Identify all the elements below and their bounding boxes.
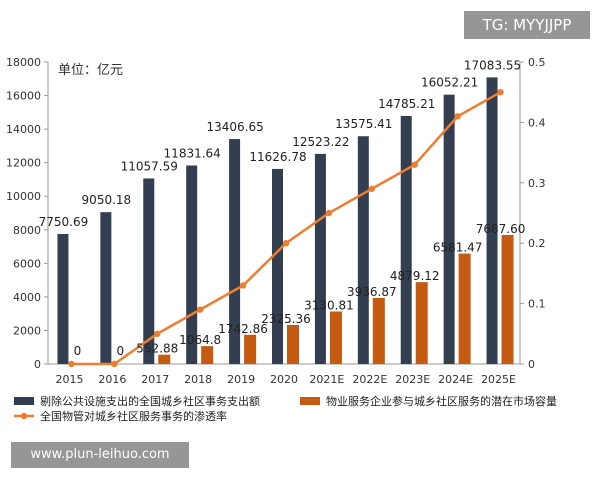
y-right-tick-label: 0.1	[528, 298, 546, 311]
legend-label-expenditure: 剔除公共设施支出的全国城乡社区事务支出额	[40, 394, 260, 408]
penetration-point	[111, 360, 118, 368]
market-data-label: 2325.36	[261, 312, 311, 326]
expenditure-data-label: 9050.18	[82, 193, 132, 207]
market-data-label: 1064.8	[179, 333, 221, 347]
x-tick-label: 2022E	[352, 373, 387, 386]
y-left-tick-label: 16000	[6, 90, 41, 103]
bar-market	[372, 297, 385, 364]
market-data-label: 4879.12	[390, 269, 440, 283]
y-left-tick-label: 18000	[6, 56, 41, 69]
penetration-point	[68, 360, 75, 368]
y-right-tick-label: 0.4	[528, 116, 546, 129]
penetration-point	[325, 209, 333, 217]
x-tick-label: 2025E	[481, 373, 516, 386]
legend: 剔除公共设施支出的全国城乡社区事务支出额 物业服务企业参与城乡社区服务的潜在市场…	[14, 394, 557, 423]
x-tick-label: 2021E	[309, 373, 344, 386]
bar-market	[458, 253, 471, 364]
bar-market	[501, 235, 514, 364]
y-left-tick-label: 8000	[13, 224, 41, 237]
expenditure-data-label: 13406.65	[206, 120, 263, 134]
bar-expenditure	[229, 139, 241, 364]
bar-market	[158, 354, 171, 364]
expenditure-data-label: 11831.64	[164, 146, 221, 160]
penetration-point	[411, 161, 418, 168]
bar-market	[287, 324, 299, 364]
unit-label: 单位：亿元	[58, 63, 123, 78]
market-data-label: 6581.47	[433, 241, 483, 255]
expenditure-data-label: 11057.59	[121, 159, 178, 173]
bar-expenditure	[57, 233, 69, 364]
legend-swatch-expenditure	[14, 397, 34, 405]
penetration-point	[497, 89, 504, 96]
bar-market	[244, 334, 257, 364]
y-left-tick-label: 14000	[6, 123, 41, 136]
x-tick-label: 2015	[55, 373, 83, 386]
bar-expenditure	[357, 136, 369, 364]
y-right-tick-label: 0.3	[528, 177, 546, 190]
legend-label-market: 物业服务企业参与城乡社区服务的潜在市场容量	[326, 394, 557, 408]
y-left-tick-label: 4000	[13, 291, 41, 304]
y-left-tick-label: 10000	[6, 190, 41, 203]
legend-label-penetration: 全国物管对城乡社区服务事务的渗透率	[40, 409, 227, 423]
penetration-point	[454, 113, 461, 120]
bar-market	[329, 311, 342, 364]
x-tick-label: 2020	[270, 373, 298, 386]
y-right-tick-label: 0	[528, 358, 535, 371]
penetration-line	[68, 89, 504, 368]
expenditure-data-label: 14785.21	[378, 97, 435, 111]
y-left-tick-label: 6000	[13, 257, 41, 270]
y-left-tick-label: 2000	[13, 324, 41, 337]
market-data-label: 1742.86	[218, 322, 268, 336]
x-tick-label: 2017	[141, 373, 169, 386]
market-data-label: 0	[74, 344, 82, 358]
bars	[57, 77, 514, 365]
x-tick-label: 2024E	[438, 373, 473, 386]
y-left-tick-label: 0	[34, 358, 41, 371]
penetration-point	[282, 240, 290, 247]
y-right-tick-label: 0.2	[528, 237, 546, 250]
expenditure-data-label: 12523.22	[292, 135, 349, 149]
market-data-label: 0	[117, 344, 125, 358]
bar-expenditure	[400, 115, 412, 364]
penetration-point	[196, 306, 204, 313]
market-data-label: 3130.81	[304, 298, 354, 312]
axes: 0 2000 4000 6000 8000 10000 12000 14000 16000 180…	[6, 56, 546, 386]
expenditure-data-label: 7750.69	[39, 215, 89, 229]
bar-expenditure	[100, 212, 112, 364]
bar-expenditure	[143, 178, 155, 364]
bar-expenditure	[314, 153, 326, 364]
x-tick-label: 2019	[227, 373, 255, 386]
watermark-tg: TG: MYYJJPP	[464, 11, 590, 39]
legend-swatch-market	[300, 397, 320, 405]
penetration-point	[239, 282, 247, 289]
market-data-label: 3936.87	[347, 285, 397, 299]
y-left-tick-label: 12000	[6, 157, 41, 170]
watermark-url: www.plun-leihuo.com	[11, 442, 189, 468]
x-tick-label: 2018	[184, 373, 212, 386]
bar-expenditure	[443, 94, 455, 364]
expenditure-data-label: 17083.55	[464, 58, 521, 72]
market-data-label: 7687.60	[476, 222, 526, 236]
penetration-point	[368, 185, 376, 193]
bar-market	[415, 282, 428, 364]
market-data-label: 552.88	[136, 342, 178, 356]
bar-expenditure	[272, 168, 283, 364]
bar-market	[201, 346, 214, 364]
x-tick-label: 2023E	[395, 373, 430, 386]
penetration-point	[154, 330, 161, 337]
expenditure-data-label: 13575.41	[335, 117, 392, 131]
expenditure-data-label: 16052.21	[421, 76, 478, 90]
y-right-tick-label: 0.5	[528, 56, 546, 69]
bar-expenditure	[186, 165, 198, 364]
legend-swatch-penetration-dot	[20, 412, 28, 420]
bar-expenditure	[486, 77, 498, 365]
expenditure-data-label: 11626.78	[249, 150, 306, 164]
x-tick-label: 2016	[98, 373, 126, 386]
